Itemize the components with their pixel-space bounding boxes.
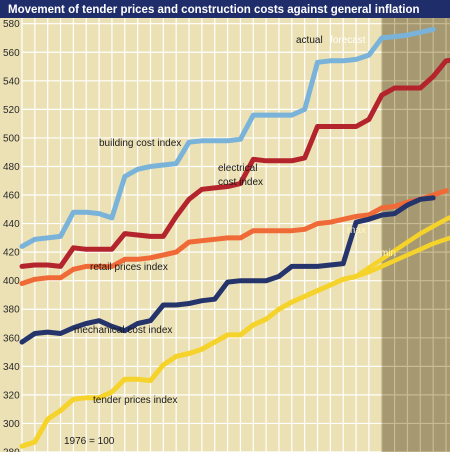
base-year-note: 1976 = 100 xyxy=(64,436,115,447)
y-tick-label: 580 xyxy=(3,19,20,30)
y-tick-label: 280 xyxy=(3,448,20,452)
y-tick-label: 380 xyxy=(3,305,20,316)
y-tick-label: 400 xyxy=(3,276,20,287)
series-layer xyxy=(19,26,450,449)
series-line-mechanical-cost-index xyxy=(19,195,436,345)
series-line-forecast-min xyxy=(353,235,450,279)
y-axis-ticks: 280 300 320 340 360 380 400 420 440 460 480 500 520 5… xyxy=(3,19,20,452)
y-tick-label: 340 xyxy=(3,362,20,373)
title-bar xyxy=(0,0,450,18)
chart-title: Movement of tender prices and constructi… xyxy=(8,4,420,16)
series-line-building-cost-index xyxy=(19,26,436,249)
grid xyxy=(21,18,450,452)
forecast-label: forecast xyxy=(330,35,366,46)
label-layer: building cost index electrical cost inde… xyxy=(64,35,396,447)
series-label-building-cost-index: building cost index xyxy=(99,138,181,149)
y-tick-label: 520 xyxy=(3,105,20,116)
max-label: max xyxy=(347,225,366,236)
series-label-mechanical-cost-index: mechanical cost index xyxy=(74,325,172,336)
y-tick-label: 480 xyxy=(3,162,20,173)
y-tick-label: 420 xyxy=(3,248,20,259)
series-label-electrical-line2: cost index xyxy=(218,177,263,188)
series-line-electrical-cost-index xyxy=(19,57,450,269)
y-tick-label: 440 xyxy=(3,219,20,230)
y-tick-label: 500 xyxy=(3,133,20,144)
series-label-tender-prices-index: tender prices index xyxy=(93,395,178,406)
y-tick-label: 300 xyxy=(3,419,20,430)
series-line-retail-prices-index xyxy=(19,188,449,286)
series-line-tender-prices-index xyxy=(19,273,359,449)
y-tick-label: 320 xyxy=(3,390,20,401)
series-label-electrical-line1: electrical xyxy=(218,163,257,174)
actual-label: actual xyxy=(296,35,323,46)
y-tick-label: 460 xyxy=(3,191,20,202)
min-label: min xyxy=(380,248,396,259)
y-tick-label: 540 xyxy=(3,76,20,87)
y-tick-label: 560 xyxy=(3,48,20,59)
series-label-retail-prices-index: retail prices index xyxy=(90,262,168,273)
series-line-forecast-max xyxy=(353,215,450,279)
y-tick-label: 360 xyxy=(3,333,20,344)
